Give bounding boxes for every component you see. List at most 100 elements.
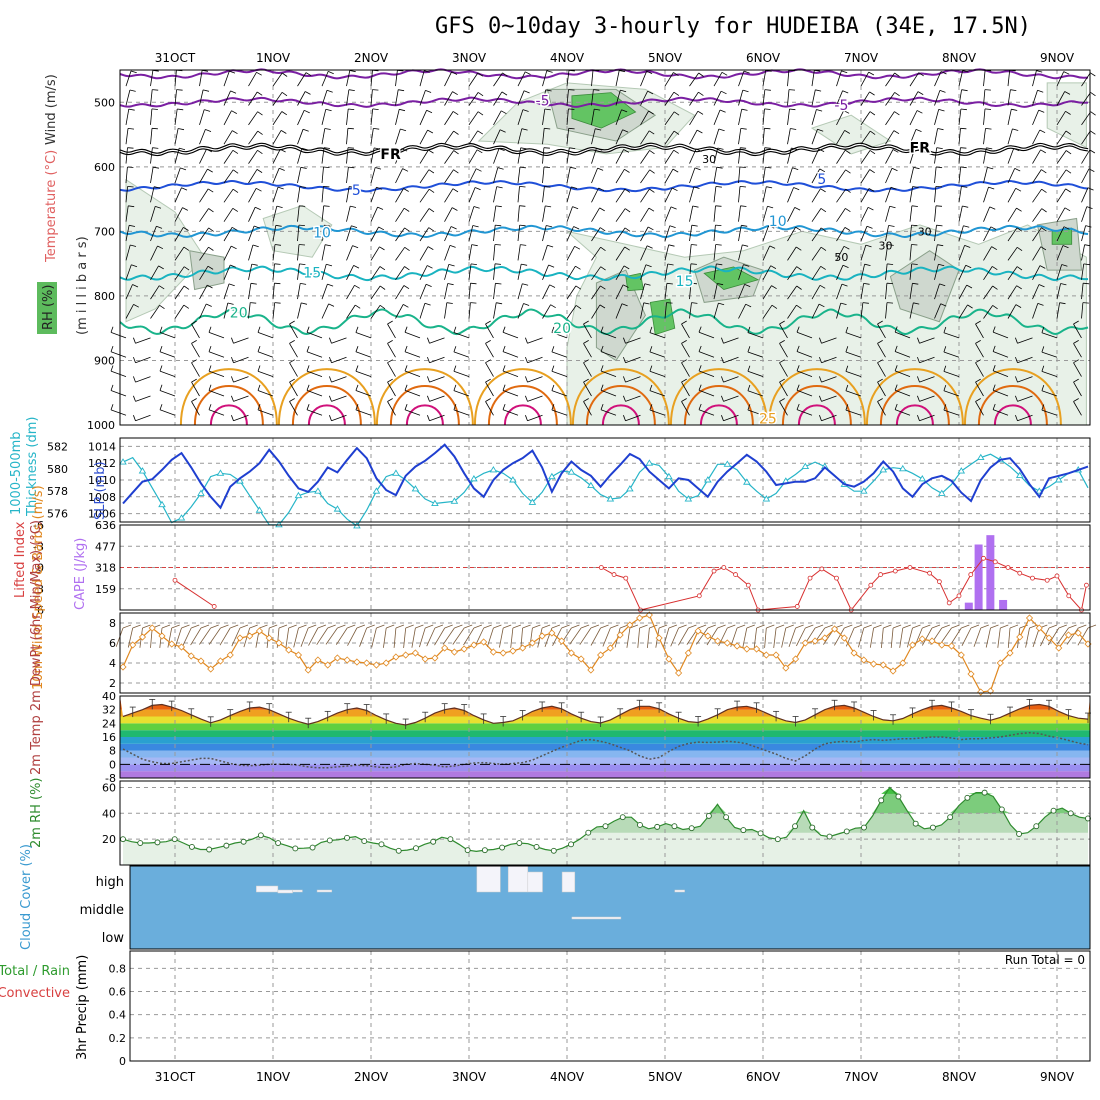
wind-barb	[713, 167, 718, 184]
wind-barb	[566, 285, 577, 300]
lifted-index-point	[598, 565, 604, 570]
wind-barb	[1081, 206, 1088, 222]
wind-barb	[404, 370, 421, 377]
wind-barb	[159, 390, 176, 397]
isotherm-30-loop	[977, 385, 1048, 426]
wind-barb	[600, 351, 617, 358]
wind-barb-flag	[911, 263, 918, 265]
wind-barb-flag	[935, 186, 942, 188]
wind10m-point	[246, 632, 254, 640]
isotherm-35-loop	[209, 404, 248, 426]
wind-barb	[681, 401, 690, 416]
wind-barb-flag	[476, 168, 482, 172]
wind-barb	[331, 337, 347, 344]
wind-barb	[836, 169, 846, 184]
upper-air-frame	[119, 69, 1091, 426]
wind-barb	[787, 89, 790, 106]
wind10m-line	[122, 614, 1089, 693]
wind-barb	[485, 401, 494, 416]
wind-barb-flag	[203, 89, 210, 92]
wind-barb	[689, 263, 692, 280]
wind-barb	[738, 147, 741, 164]
wind-barb-flag	[568, 89, 575, 91]
wind-barb-flag	[845, 326, 849, 333]
wind-barb-flag	[252, 244, 259, 248]
wind-barb	[346, 70, 351, 87]
wind-barb	[1032, 188, 1042, 203]
wind-barb	[321, 283, 328, 300]
wind10m-point	[792, 655, 800, 663]
wind10m-frame	[119, 612, 1091, 694]
wind-barb	[321, 166, 324, 184]
wind10m-tick-label: 4	[109, 657, 116, 670]
wind-barb-flag	[841, 70, 848, 74]
wind-barb-flag	[649, 365, 653, 372]
wind10m-barb	[243, 627, 251, 648]
rh2m-point	[309, 844, 316, 851]
cloud-level-middle: middle	[80, 903, 124, 918]
wind-barb	[958, 166, 962, 184]
wind-barb-flag	[1038, 284, 1045, 288]
wind10m-point	[704, 632, 712, 640]
wind-barb-flag	[206, 303, 212, 307]
wind-barb-flag	[583, 359, 589, 364]
wind-barb-flag	[472, 225, 479, 228]
wind-barb-flag	[917, 356, 920, 363]
rh2m-point	[257, 832, 264, 839]
wind-barb	[199, 109, 205, 126]
wind10m-barb-flag	[727, 624, 736, 629]
wind-barb	[877, 381, 886, 397]
wind10m-barb	[1047, 627, 1060, 646]
wind-barb	[983, 89, 986, 106]
wind-barb	[689, 244, 692, 261]
wind-barb	[346, 245, 353, 261]
wind10m-point	[967, 670, 975, 678]
wind-barb	[289, 362, 298, 377]
thickness-point	[450, 497, 459, 504]
wind-barb-flag	[546, 70, 553, 73]
wind-barb	[821, 356, 837, 364]
wind-barb-flag	[1073, 359, 1079, 364]
wind-barb-flag	[453, 346, 457, 353]
wind-barb-flag	[304, 109, 310, 114]
wind-barb-flag	[182, 207, 188, 211]
wind-barb-flag	[715, 205, 722, 207]
rh2m-point	[378, 841, 385, 848]
wind-barb	[502, 351, 519, 358]
wind-barb	[640, 207, 650, 222]
isotherm-label: 25	[759, 412, 777, 428]
wind10m-point	[168, 640, 176, 648]
wind-barb-flag	[133, 337, 136, 344]
wind10m-point	[304, 666, 312, 674]
wind-barb	[747, 370, 764, 377]
wind-barb	[600, 389, 617, 397]
thickness-line	[122, 453, 1089, 527]
wind-barb	[125, 109, 130, 125]
wind10m-barb-flag	[951, 624, 960, 629]
wind-barb	[493, 110, 502, 126]
wind-barb-flag	[274, 263, 281, 265]
rh2m-point	[619, 814, 626, 821]
wind-barb-flag	[648, 207, 655, 212]
wind10m-barb-flag	[746, 624, 755, 629]
wind-barb	[909, 263, 913, 280]
wind-barb-flag	[771, 304, 778, 309]
wind-barb	[191, 381, 200, 397]
wind10m-point	[869, 660, 878, 668]
wind-barb	[992, 389, 1009, 397]
wind-barb	[191, 343, 200, 358]
wind-barb	[615, 89, 621, 106]
rh2m-point	[912, 820, 919, 827]
wind-barb	[713, 283, 718, 300]
wind-barb	[1056, 169, 1067, 184]
wind-barb	[1032, 169, 1042, 184]
wind-barb-flag	[937, 128, 944, 131]
wind-barb-flag	[790, 128, 797, 130]
wind-barb	[370, 147, 375, 164]
wind-barb	[1041, 409, 1058, 416]
wind-barb	[527, 356, 543, 364]
wind10m-point	[480, 638, 488, 646]
wind-barb-flag	[325, 244, 332, 247]
